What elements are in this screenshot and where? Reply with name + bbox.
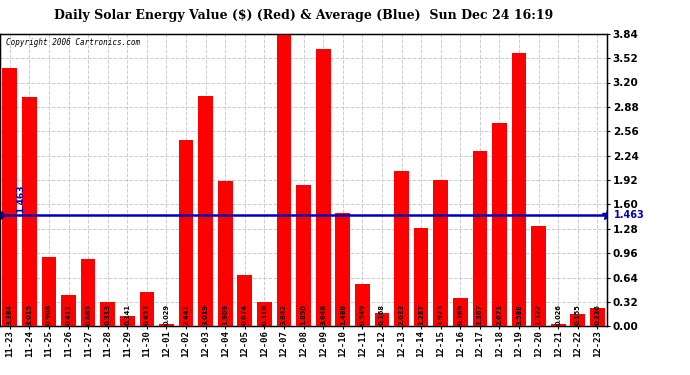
Bar	[316, 48, 331, 326]
Text: 0.885: 0.885	[85, 304, 91, 326]
Text: Copyright 2006 Cartronics.com: Copyright 2006 Cartronics.com	[6, 38, 140, 47]
Text: 3.019: 3.019	[203, 304, 208, 326]
Bar	[375, 314, 389, 326]
Text: 0.318: 0.318	[262, 304, 268, 326]
Bar	[571, 315, 585, 326]
Bar	[81, 259, 95, 326]
Text: 1.463: 1.463	[614, 210, 645, 220]
Text: 1.909: 1.909	[222, 304, 228, 326]
Text: 0.141: 0.141	[124, 304, 130, 326]
Text: 0.168: 0.168	[379, 304, 385, 326]
Bar	[198, 96, 213, 326]
Text: 0.549: 0.549	[359, 304, 366, 326]
Text: 1.486: 1.486	[339, 304, 346, 326]
Bar	[237, 275, 252, 326]
Text: 0.029: 0.029	[164, 304, 170, 326]
Text: 1.287: 1.287	[418, 304, 424, 326]
Bar	[3, 69, 17, 326]
Bar	[159, 324, 174, 326]
Bar	[218, 181, 233, 326]
Bar	[335, 213, 350, 326]
Bar	[414, 228, 428, 326]
Bar	[512, 53, 526, 326]
Bar	[492, 123, 507, 326]
Text: 2.307: 2.307	[477, 304, 483, 326]
Bar	[61, 295, 76, 326]
Bar	[433, 180, 448, 326]
Bar	[22, 97, 37, 326]
Text: Daily Solar Energy Value ($) (Red) & Average (Blue)  Sun Dec 24 16:19: Daily Solar Energy Value ($) (Red) & Ave…	[54, 9, 553, 22]
Text: 1.463: 1.463	[16, 184, 25, 213]
Bar	[179, 140, 193, 326]
Bar	[296, 185, 311, 326]
Bar	[139, 292, 155, 326]
Bar	[100, 302, 115, 326]
Bar	[41, 257, 57, 326]
Text: 0.908: 0.908	[46, 304, 52, 326]
Bar	[551, 324, 566, 326]
Text: 2.671: 2.671	[497, 304, 502, 326]
Bar	[590, 308, 604, 326]
Text: 0.155: 0.155	[575, 305, 581, 326]
Bar	[473, 150, 487, 326]
Bar	[355, 284, 370, 326]
Text: 3.646: 3.646	[320, 304, 326, 326]
Text: 0.674: 0.674	[241, 304, 248, 326]
Bar	[120, 315, 135, 326]
Bar	[531, 225, 546, 326]
Bar	[277, 34, 291, 326]
Text: 0.411: 0.411	[66, 304, 72, 326]
Text: 0.236: 0.236	[594, 304, 600, 326]
Text: 3.588: 3.588	[516, 304, 522, 326]
Bar	[394, 171, 409, 326]
Text: 2.441: 2.441	[183, 304, 189, 326]
Text: 0.026: 0.026	[555, 304, 561, 326]
Text: 3.384: 3.384	[7, 304, 13, 326]
Text: 3.015: 3.015	[26, 304, 32, 326]
Text: 0.369: 0.369	[457, 304, 463, 326]
Text: 1.322: 1.322	[535, 304, 542, 326]
Bar	[453, 298, 468, 326]
Text: 0.313: 0.313	[105, 304, 110, 326]
Bar	[257, 302, 272, 326]
Text: 3.842: 3.842	[281, 304, 287, 326]
Text: 0.453: 0.453	[144, 304, 150, 326]
Text: 1.850: 1.850	[301, 304, 306, 326]
Text: 1.923: 1.923	[437, 304, 444, 326]
Text: 2.033: 2.033	[399, 304, 404, 326]
